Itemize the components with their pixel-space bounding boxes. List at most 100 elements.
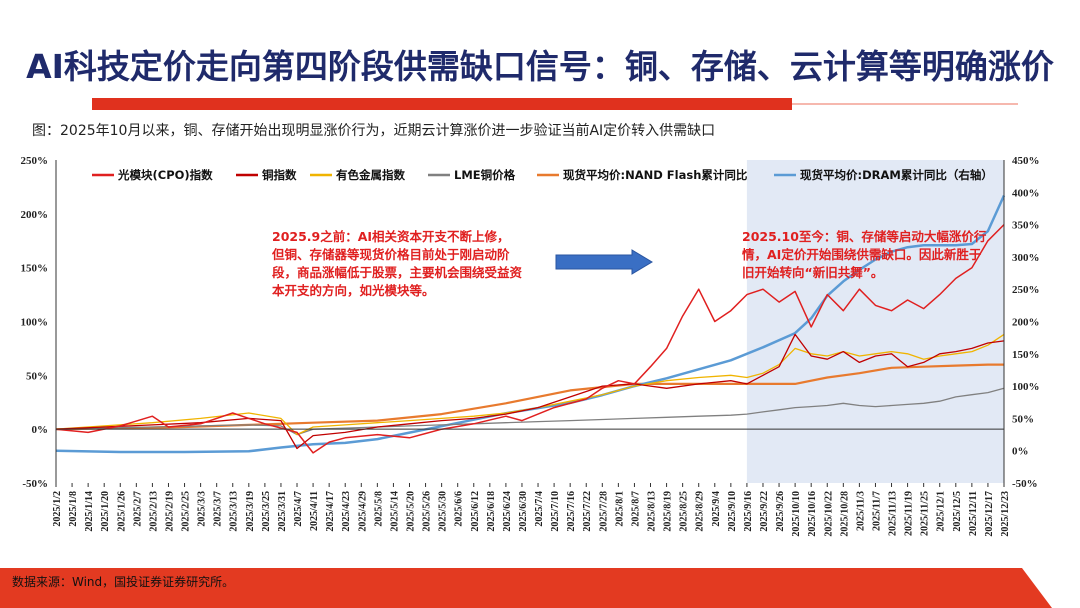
x-tick-label: 2025/8/29 <box>695 491 706 532</box>
x-tick-label: 2025/9/26 <box>775 491 786 532</box>
x-tick-label: 2025/12/5 <box>952 491 963 532</box>
title-accent-line <box>792 103 1018 105</box>
x-tick-label: 2025/1/20 <box>100 491 111 532</box>
x-tick-label: 2025/10/28 <box>839 491 850 537</box>
x-tick-label: 2025/7/28 <box>598 491 609 532</box>
x-tick-label: 2025/3/3 <box>197 491 208 527</box>
legend-label-0: 光模块(CPO)指数 <box>117 168 213 182</box>
series-line-1 <box>55 333 1005 450</box>
x-tick-label: 2025/10/22 <box>823 491 834 537</box>
x-tick-label: 2025/8/7 <box>630 491 641 527</box>
x-tick-label: 2025/1/2 <box>52 491 63 527</box>
x-tick-label: 2025/9/4 <box>711 491 722 527</box>
x-tick-label: 2025/3/31 <box>277 491 288 532</box>
x-tick-label: 2025/3/19 <box>245 491 256 532</box>
data-source: 数据来源：Wind，国投证券证券研究所。 <box>12 575 235 589</box>
right-tick-label: 250% <box>1012 284 1040 296</box>
x-tick-label: 2025/12/23 <box>1000 491 1011 537</box>
right-tick-label: 50% <box>1012 413 1034 425</box>
x-tick-label: 2025/5/20 <box>405 491 416 532</box>
x-tick-label: 2025/11/13 <box>888 491 899 536</box>
x-tick-label: 2025/8/13 <box>647 491 658 532</box>
x-tick-label: 2025/9/10 <box>727 491 738 532</box>
right-tick-label: 100% <box>1012 381 1040 393</box>
x-tick-label: 2025/2/25 <box>181 491 192 532</box>
legend-label-4: 现货平均价:NAND Flash累计同比 <box>563 168 748 182</box>
x-tick-label: 2025/6/6 <box>454 491 465 527</box>
line-chart: -50% 0% 50% 100% 150% 200% 250% -50% 0% 50% 100% 15… <box>21 155 1040 537</box>
legend-label-2: 有色金属指数 <box>336 168 405 182</box>
x-tick-label: 2025/7/16 <box>566 491 577 532</box>
x-tick-label: 2025/7/22 <box>582 491 593 532</box>
x-tick-label: 2025/3/25 <box>261 491 272 532</box>
transition-arrow <box>555 249 653 275</box>
x-tick-label: 2025/1/26 <box>116 491 127 532</box>
x-tick-label: 2025/2/19 <box>164 491 175 532</box>
x-tick-label: 2025/2/13 <box>148 491 159 532</box>
right-tick-label: 400% <box>1012 187 1040 199</box>
x-tick-label: 2025/10/10 <box>791 491 802 537</box>
right-tick-label: 150% <box>1012 349 1040 361</box>
left-tick-label: 250% <box>21 155 49 167</box>
x-tick-label: 2025/2/7 <box>132 491 143 527</box>
x-tick-label: 2025/11/25 <box>920 491 931 536</box>
x-tick-label: 2025/11/7 <box>871 491 882 531</box>
title-accent-bar <box>92 98 792 110</box>
figure-caption: 图：2025年10月以来，铜、存储开始出现明显涨价行为，近期云计算涨价进一步验证… <box>32 123 716 139</box>
right-tick-label: 450% <box>1012 155 1040 167</box>
right-tick-label: 0% <box>1012 446 1029 458</box>
x-tick-label: 2025/4/29 <box>357 491 368 532</box>
left-tick-label: 150% <box>21 263 49 275</box>
footer-band: 数据来源：Wind，国投证券证券研究所。 <box>0 568 1080 608</box>
x-tick-label: 2025/4/11 <box>309 491 320 531</box>
x-tick-label: 2025/10/16 <box>807 491 818 537</box>
x-tick-label: 2025/8/25 <box>679 491 690 532</box>
right-tick-label: -50% <box>1012 478 1038 490</box>
x-tick-label: 2025/5/26 <box>422 491 433 532</box>
x-tick-label: 2025/8/19 <box>663 491 674 532</box>
left-tick-label: 50% <box>26 370 48 382</box>
left-tick-label: 0% <box>32 424 49 436</box>
footer-red-bar <box>0 568 1012 608</box>
shaded-period <box>746 160 1004 483</box>
page-title: AI科技定价走向第四阶段供需缺口信号：铜、存储、云计算等明确涨价 <box>26 47 1054 86</box>
x-tick-label: 2025/5/8 <box>373 491 384 527</box>
left-tick-label: 100% <box>21 317 49 329</box>
x-tick-label: 2025/11/19 <box>904 491 915 536</box>
left-tick-label: -50% <box>22 478 48 490</box>
x-tick-label: 2025/3/13 <box>229 491 240 532</box>
x-tick-label: 2025/5/30 <box>438 491 449 532</box>
x-tick-label: 2025/5/14 <box>389 491 400 532</box>
annotation-before-sept: 2025.9之前：AI相关资本开支不断上修，但铜、存储器等现货价格目前处于刚启动… <box>272 229 523 298</box>
x-tick-label: 2025/12/17 <box>984 491 995 537</box>
legend-label-3: LME铜价格 <box>454 168 516 182</box>
x-tick-label: 2025/4/17 <box>325 491 336 532</box>
series-line-4 <box>55 363 1004 431</box>
series-line-2 <box>55 333 1005 436</box>
right-tick-label: 350% <box>1012 220 1040 232</box>
legend-label-5: 现货平均价:DRAM累计同比（右轴） <box>800 168 993 182</box>
x-tick-label: 2025/9/16 <box>743 491 754 532</box>
x-tick-label: 2025/9/22 <box>759 491 770 532</box>
x-tick-label: 2025/11/3 <box>855 491 866 531</box>
left-tick-label: 200% <box>21 209 49 221</box>
x-tick-label: 2025/6/30 <box>518 491 529 532</box>
x-tick-label: 2025/6/18 <box>486 491 497 532</box>
x-tick-label: 2025/4/7 <box>293 491 304 527</box>
x-tick-label: 2025/12/11 <box>968 491 979 536</box>
right-tick-label: 200% <box>1012 317 1040 329</box>
right-tick-label: 300% <box>1012 252 1040 264</box>
x-tick-label: 2025/3/7 <box>213 491 224 527</box>
x-tick-label: 2025/12/1 <box>936 491 947 532</box>
legend-label-1: 铜指数 <box>261 168 297 182</box>
x-tick-label: 2025/1/8 <box>68 491 79 527</box>
annotation-since-oct: 2025.10至今：铜、存储等启动大幅涨价行情，AI定价开始围绕供需缺口。因此新… <box>742 229 987 280</box>
x-tick-label: 2025/8/1 <box>614 491 625 527</box>
x-tick-label: 2025/7/10 <box>550 491 561 532</box>
x-tick-label: 2025/6/24 <box>502 491 513 532</box>
series-line-5 <box>55 194 1006 454</box>
footer-slash-decoration <box>1012 568 1080 608</box>
x-tick-label: 2025/6/12 <box>470 491 481 532</box>
x-tick-label: 2025/1/14 <box>84 491 95 532</box>
x-tick-label: 2025/7/4 <box>534 491 545 527</box>
